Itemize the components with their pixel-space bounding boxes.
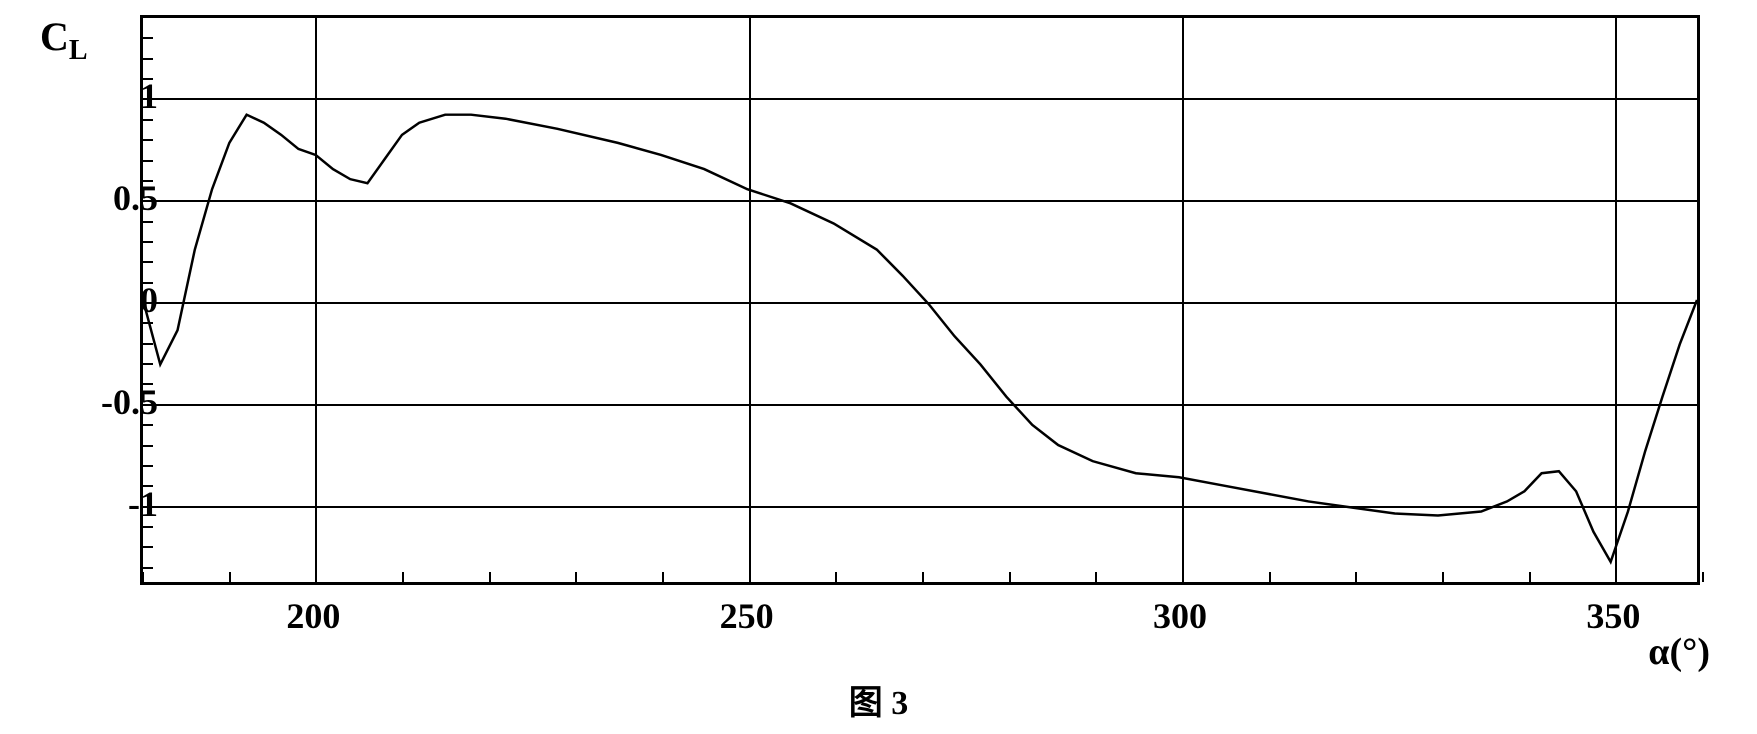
x-tick-major bbox=[1615, 564, 1617, 582]
grid-line-vertical bbox=[1182, 18, 1184, 582]
x-tick-minor bbox=[1009, 572, 1011, 582]
y-tick-minor bbox=[143, 261, 153, 263]
y-tick-minor bbox=[143, 526, 153, 528]
x-tick-minor bbox=[1702, 572, 1704, 582]
x-tick-label: 300 bbox=[1153, 595, 1207, 637]
y-tick-label: -1 bbox=[128, 483, 158, 525]
y-tick-minor bbox=[143, 160, 153, 162]
x-tick-minor bbox=[1095, 572, 1097, 582]
x-tick-minor bbox=[489, 572, 491, 582]
y-tick-minor bbox=[143, 363, 153, 365]
x-tick-label: 350 bbox=[1586, 595, 1640, 637]
x-axis-title: α(°) bbox=[1648, 630, 1710, 674]
y-tick-minor bbox=[143, 139, 153, 141]
y-axis-title: CL bbox=[40, 13, 88, 67]
y-tick-minor bbox=[143, 37, 153, 39]
data-curve bbox=[143, 18, 1697, 582]
y-tick-label: 1 bbox=[140, 75, 158, 117]
x-tick-minor bbox=[229, 572, 231, 582]
y-tick-minor bbox=[143, 445, 153, 447]
y-tick-minor bbox=[143, 322, 153, 324]
y-tick-minor bbox=[143, 567, 153, 569]
x-tick-label: 250 bbox=[720, 595, 774, 637]
y-tick-label: 0.5 bbox=[113, 177, 158, 219]
y-tick-minor bbox=[143, 221, 153, 223]
y-tick-minor bbox=[143, 424, 153, 426]
x-tick-minor bbox=[575, 572, 577, 582]
y-tick-label: 0 bbox=[140, 279, 158, 321]
grid-line-horizontal bbox=[143, 506, 1697, 508]
y-tick-label: -0.5 bbox=[101, 381, 158, 423]
plot-area bbox=[140, 15, 1700, 585]
grid-line-vertical bbox=[315, 18, 317, 582]
x-tick-major bbox=[749, 564, 751, 582]
x-tick-minor bbox=[1269, 572, 1271, 582]
grid-line-horizontal bbox=[143, 98, 1697, 100]
x-tick-minor bbox=[1355, 572, 1357, 582]
y-tick-minor bbox=[143, 58, 153, 60]
grid-line-vertical bbox=[1615, 18, 1617, 582]
y-tick-minor bbox=[143, 119, 153, 121]
y-tick-minor bbox=[143, 465, 153, 467]
x-tick-major bbox=[1182, 564, 1184, 582]
x-tick-minor bbox=[1529, 572, 1531, 582]
grid-line-horizontal bbox=[143, 302, 1697, 304]
x-tick-minor bbox=[1442, 572, 1444, 582]
y-tick-minor bbox=[143, 241, 153, 243]
grid-line-vertical bbox=[749, 18, 751, 582]
figure-caption: 图 3 bbox=[849, 675, 909, 724]
x-tick-minor bbox=[142, 572, 144, 582]
x-tick-major bbox=[315, 564, 317, 582]
y-tick-minor bbox=[143, 546, 153, 548]
x-tick-minor bbox=[662, 572, 664, 582]
x-tick-minor bbox=[402, 572, 404, 582]
x-tick-minor bbox=[835, 572, 837, 582]
grid-line-horizontal bbox=[143, 404, 1697, 406]
x-tick-minor bbox=[922, 572, 924, 582]
chart-container: CL α(°) -1-0.500.51200250300350 bbox=[90, 10, 1730, 630]
y-tick-minor bbox=[143, 343, 153, 345]
x-tick-label: 200 bbox=[286, 595, 340, 637]
grid-line-horizontal bbox=[143, 200, 1697, 202]
